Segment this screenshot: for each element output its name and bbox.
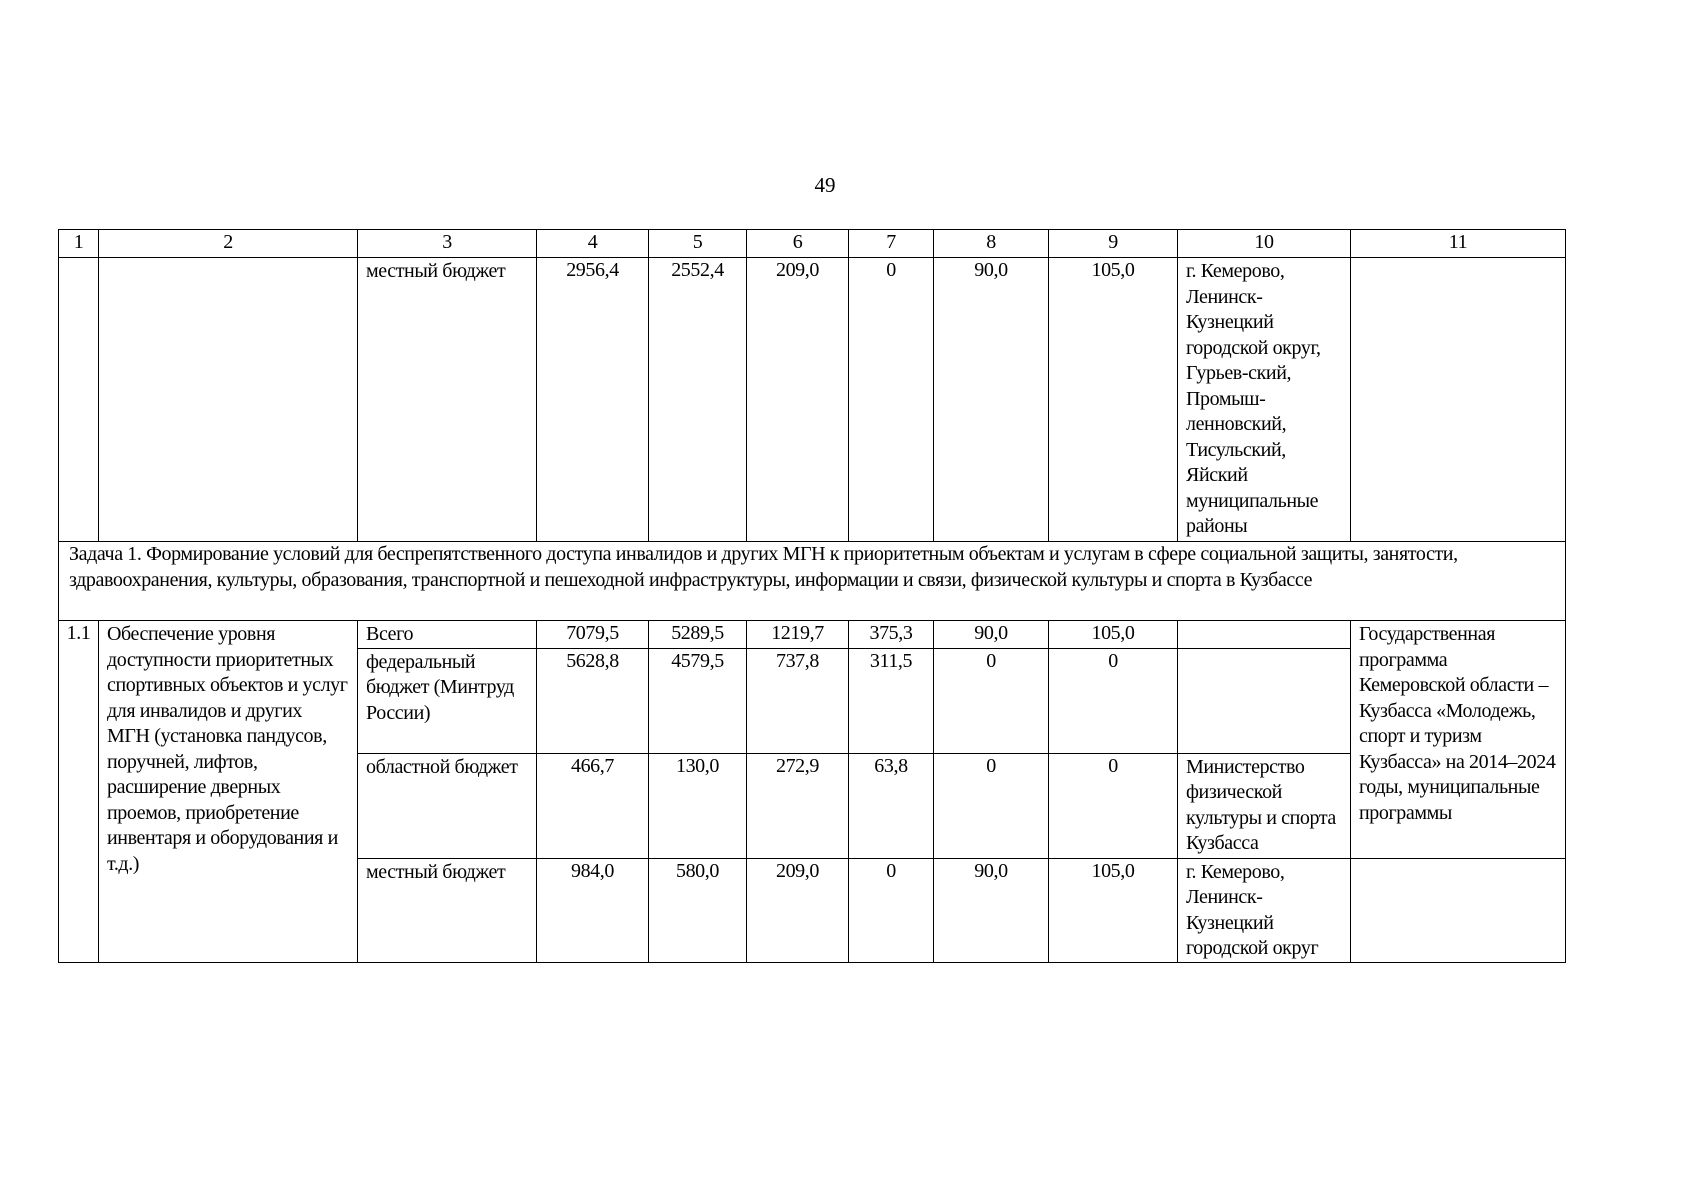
executor-cell: г. Кемерово, Ленинск-Кузнецкий городской… [1177, 857, 1351, 963]
value-cell: 130,0 [648, 752, 747, 859]
value-cell: 90,0 [933, 620, 1049, 649]
value-cell: 63,8 [848, 752, 934, 859]
value-cell: 580,0 [648, 857, 747, 963]
value-cell: 737,8 [746, 647, 849, 754]
value-cell: 2956,4 [536, 257, 649, 542]
executor-cell: Министерство физической культуры и спорт… [1177, 752, 1351, 859]
table-row: федеральный бюджет (Минтруд России) 5628… [59, 647, 1566, 754]
column-header: 4 [536, 229, 649, 258]
value-cell: 1219,7 [746, 620, 849, 649]
value-cell: 0 [1048, 752, 1178, 859]
program-cell: Государственная программа Кемеровской об… [1350, 620, 1566, 859]
task-title: Задача 1. Формирование условий для беспр… [58, 541, 1566, 621]
executor-cell [1177, 647, 1351, 754]
value-cell: 311,5 [848, 647, 934, 754]
funding-source: местный бюджет [357, 257, 537, 542]
budget-table: 1 2 3 4 5 6 7 8 9 10 11 местный бюджет 2… [58, 229, 1566, 963]
value-cell: 105,0 [1048, 257, 1178, 542]
value-cell: 5628,8 [536, 647, 649, 754]
table-row: областной бюджет 466,7 130,0 272,9 63,8 … [59, 752, 1566, 859]
value-cell: 90,0 [933, 857, 1049, 963]
funding-source: областной бюджет [357, 752, 537, 859]
executor-cell: г. Кемерово, Ленинск-Кузнецкий городской… [1177, 257, 1351, 542]
executor-cell [1177, 620, 1351, 649]
value-cell: 0 [933, 752, 1049, 859]
funding-source: Всего [357, 620, 537, 649]
column-header: 8 [933, 229, 1049, 258]
column-header: 2 [98, 229, 358, 258]
value-cell: 375,3 [848, 620, 934, 649]
value-cell: 272,9 [746, 752, 849, 859]
value-cell: 466,7 [536, 752, 649, 859]
value-cell: 105,0 [1048, 857, 1178, 963]
column-number-row: 1 2 3 4 5 6 7 8 9 10 11 [58, 229, 1566, 258]
table-row: местный бюджет 2956,4 2552,4 209,0 0 90,… [58, 257, 1566, 542]
column-header: 6 [746, 229, 849, 258]
column-header: 10 [1177, 229, 1351, 258]
empty-cell [1350, 257, 1566, 542]
value-cell: 5289,5 [648, 620, 747, 649]
item-number: 1.1 [58, 620, 99, 963]
value-cell: 0 [1048, 647, 1178, 754]
funding-source: местный бюджет [357, 857, 537, 963]
column-header: 9 [1048, 229, 1178, 258]
value-cell: 0 [933, 647, 1049, 754]
item-name: Обеспечение уровня доступности приоритет… [98, 620, 358, 963]
column-header: 7 [848, 229, 934, 258]
column-header: 11 [1350, 229, 1566, 258]
table-row: местный бюджет 984,0 580,0 209,0 0 90,0 … [59, 857, 1566, 963]
page-number: 49 [814, 173, 836, 197]
value-cell: 7079,5 [536, 620, 649, 649]
table-row: 1.1 Обеспечение уровня доступности приор… [58, 620, 1566, 963]
value-cell: 4579,5 [648, 647, 747, 754]
value-cell: 209,0 [746, 857, 849, 963]
column-header: 5 [648, 229, 747, 258]
value-cell: 105,0 [1048, 620, 1178, 649]
empty-cell [58, 257, 99, 542]
empty-cell [98, 257, 358, 542]
value-cell: 2552,4 [648, 257, 747, 542]
funding-source: федеральный бюджет (Минтруд России) [357, 647, 537, 754]
value-cell: 209,0 [746, 257, 849, 542]
value-cell: 984,0 [536, 857, 649, 963]
value-cell: 90,0 [933, 257, 1049, 542]
value-cell: 0 [848, 857, 934, 963]
value-cell: 0 [848, 257, 934, 542]
task-row: Задача 1. Формирование условий для беспр… [58, 541, 1566, 621]
empty-cell [1350, 858, 1566, 963]
column-header: 3 [357, 229, 537, 258]
column-header: 1 [58, 229, 99, 258]
